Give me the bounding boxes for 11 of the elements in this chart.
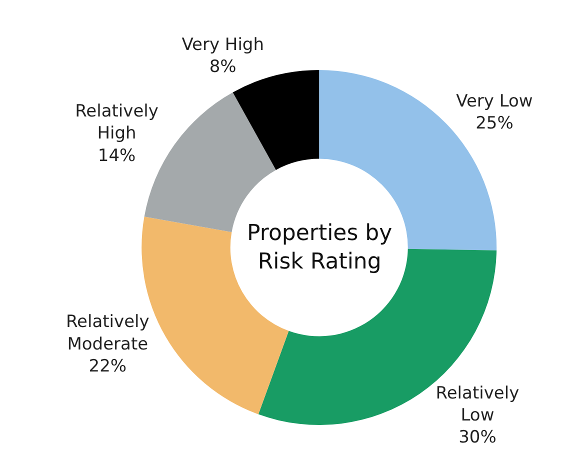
slice-label: Relatively Moderate [66, 312, 150, 354]
slice-label: Relatively High [75, 102, 158, 144]
slice-label: Relatively Low [436, 383, 520, 426]
text: Properties by Risk Rating [247, 221, 392, 275]
data-label: 22% [88, 356, 127, 376]
data-label: 14% [98, 146, 136, 166]
data-label: 8% [209, 57, 236, 78]
data-label: 30% [458, 428, 496, 448]
slice-label: Very High [182, 34, 264, 55]
slice-label: Very Low [456, 92, 533, 112]
data-label: 25% [476, 114, 514, 134]
